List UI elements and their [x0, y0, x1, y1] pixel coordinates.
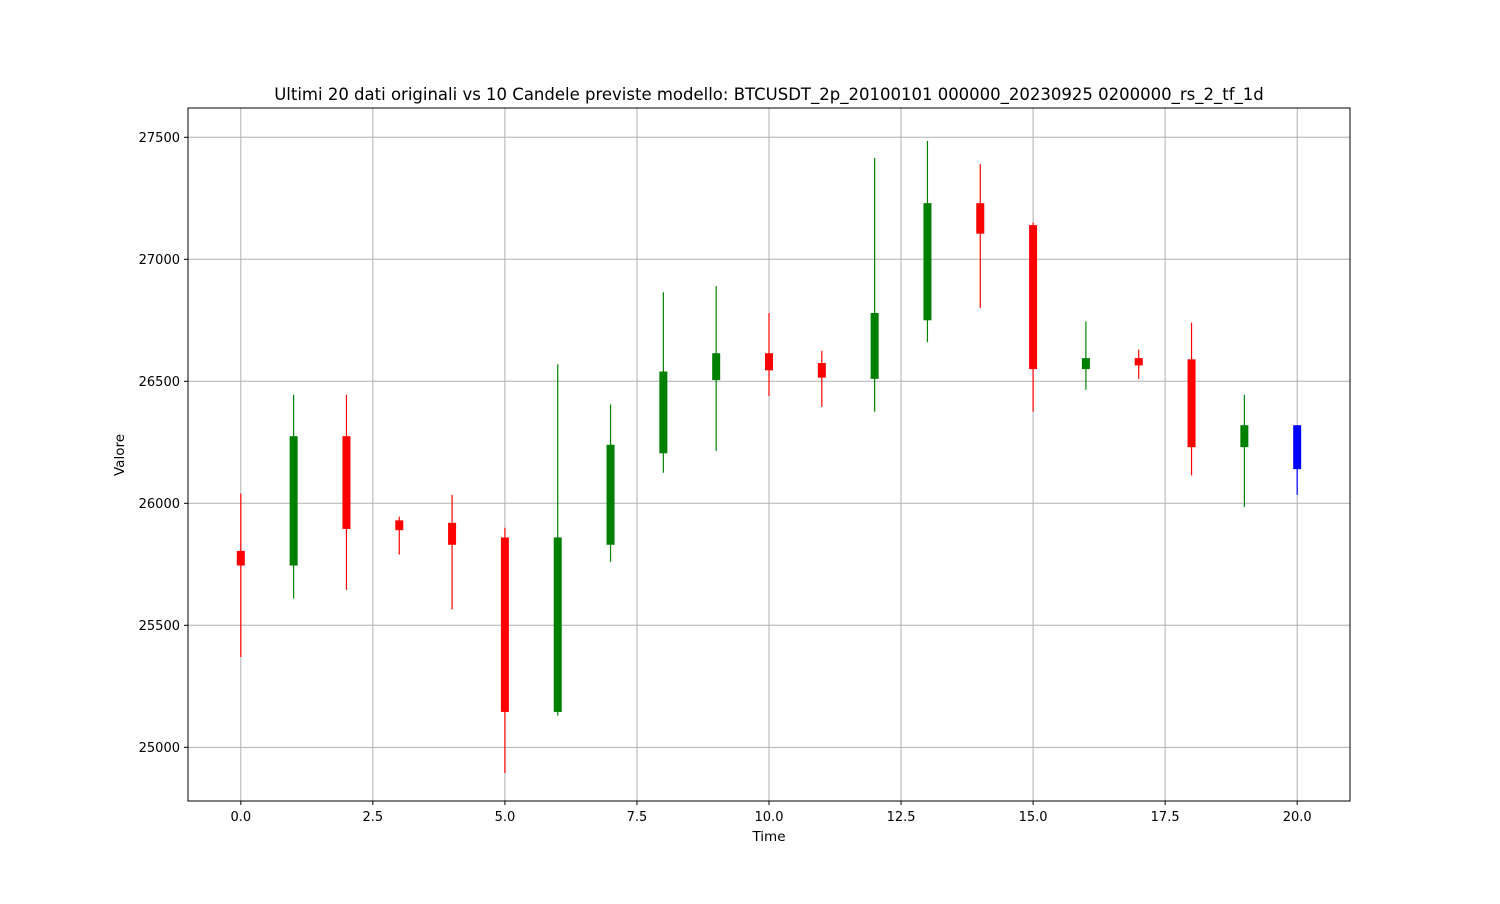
candle	[289, 394, 298, 599]
candle	[817, 350, 826, 407]
candle-body	[1293, 425, 1302, 470]
candle	[606, 404, 615, 562]
candle	[1029, 222, 1038, 412]
candle	[659, 292, 668, 473]
candle-body	[553, 537, 562, 712]
candle	[1081, 321, 1090, 390]
candle-body	[765, 353, 773, 371]
y-tick-label: 26000	[139, 497, 180, 512]
candle-body	[659, 371, 668, 454]
candle	[342, 394, 351, 590]
candle-body	[1134, 358, 1143, 366]
candle	[1187, 322, 1196, 476]
candle	[553, 364, 562, 716]
candle-body	[1081, 358, 1090, 370]
candle	[395, 516, 404, 555]
candle-body	[712, 353, 721, 381]
candle-body	[1029, 225, 1038, 370]
x-tick-label: 7.5	[627, 810, 648, 825]
y-tick-label: 25500	[139, 619, 180, 634]
candle-body	[395, 520, 404, 531]
candle	[923, 140, 932, 343]
candle-body	[870, 312, 879, 379]
y-tick-label: 27500	[139, 131, 180, 146]
chart-title: Ultimi 20 dati originali vs 10 Candele p…	[274, 85, 1264, 105]
y-tick-label: 26500	[139, 375, 180, 390]
x-tick-label: 20.0	[1283, 810, 1312, 825]
candle-body	[236, 550, 245, 566]
candle-body	[342, 436, 351, 529]
candle	[1240, 394, 1249, 507]
y-axis-label: Valore	[112, 434, 128, 476]
candle	[1134, 349, 1143, 379]
candles	[236, 140, 1302, 773]
candle-body	[289, 436, 298, 566]
x-tick-label: 12.5	[887, 810, 916, 825]
x-tick-label: 5.0	[495, 810, 516, 825]
y-tick-label: 25000	[139, 741, 180, 756]
axis-ticks: 0.0 2.5 5.0 7.5 10.0 12.5 15.0 17.5 20.0 25000 255…	[139, 131, 1312, 825]
candle	[236, 493, 245, 658]
candle-body	[817, 362, 826, 378]
candle-body	[1187, 359, 1196, 448]
x-tick-label: 2.5	[363, 810, 384, 825]
candle	[448, 494, 457, 610]
candle-body	[448, 522, 457, 545]
candle	[500, 527, 509, 773]
candle-body	[1240, 425, 1249, 448]
x-tick-label: 0.0	[230, 810, 251, 825]
x-axis-label: Time	[751, 829, 785, 845]
x-tick-label: 15.0	[1019, 810, 1048, 825]
x-tick-label: 17.5	[1151, 810, 1180, 825]
candle-body	[976, 203, 985, 234]
candle-body	[606, 444, 615, 545]
candle-body	[923, 203, 932, 321]
x-tick-label: 10.0	[755, 810, 784, 825]
y-tick-label: 27000	[139, 253, 180, 268]
candle	[870, 158, 879, 412]
candle	[765, 312, 773, 396]
candle-body	[500, 537, 509, 712]
candle	[976, 164, 985, 309]
candle	[712, 286, 721, 451]
candle	[1293, 425, 1302, 495]
